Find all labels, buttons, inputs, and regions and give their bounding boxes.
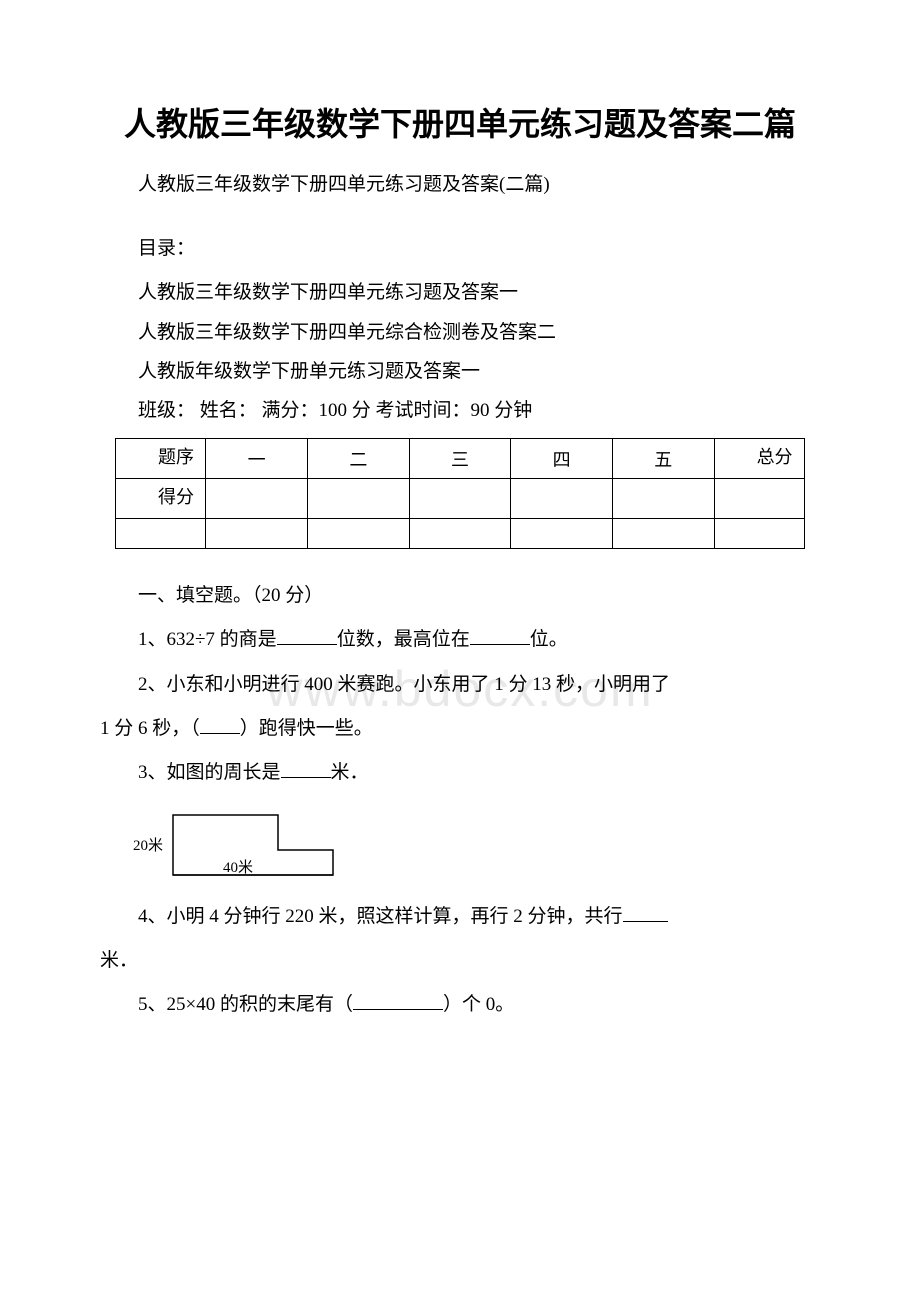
question-1: 1、632÷7 的商是位数，最高位在位。	[100, 623, 820, 657]
empty-cell	[612, 519, 714, 549]
blank-fill	[623, 903, 668, 922]
question-5: 5、25×40 的积的末尾有（）个 0。	[100, 988, 820, 1022]
question-2-continue: 1 分 6 秒，（）跑得快一些。	[100, 712, 820, 746]
score-cell	[612, 479, 714, 519]
column-header: 一	[206, 439, 308, 479]
empty-cell	[511, 519, 613, 549]
blank-fill	[470, 626, 530, 645]
blank-fill	[353, 991, 443, 1010]
table-row: 题序 一 二 三 四 五 总分	[116, 439, 805, 479]
blank-fill	[200, 715, 240, 734]
question-4-continue: 米．	[100, 944, 820, 978]
toc-header: 目录：	[100, 232, 820, 266]
column-header: 五	[612, 439, 714, 479]
table-row: 得分	[116, 479, 805, 519]
section-header: 一、填空题。（20 分）	[100, 579, 820, 613]
score-cell	[511, 479, 613, 519]
blank-fill	[281, 759, 331, 778]
question-3: 3、如图的周长是米．	[100, 756, 820, 790]
question-4: 4、小明 4 分钟行 220 米，照这样计算，再行 2 分钟，共行	[100, 900, 820, 934]
row-label: 题序	[116, 439, 206, 479]
column-header: 四	[511, 439, 613, 479]
empty-cell	[308, 519, 410, 549]
empty-cell	[116, 519, 206, 549]
document-content: 人教版三年级数学下册四单元练习题及答案二篇 人教版三年级数学下册四单元练习题及答…	[100, 100, 820, 1023]
document-subtitle: 人教版三年级数学下册四单元练习题及答案(二篇)	[100, 168, 820, 202]
empty-cell	[206, 519, 308, 549]
toc-item-2: 人教版三年级数学下册四单元综合检测卷及答案二	[100, 316, 820, 350]
toc-item-3: 人教版年级数学下册单元练习题及答案一	[100, 355, 820, 389]
column-header: 三	[409, 439, 511, 479]
document-title: 人教版三年级数学下册四单元练习题及答案二篇	[100, 100, 820, 148]
empty-cell	[409, 519, 511, 549]
toc-item-1: 人教版三年级数学下册四单元练习题及答案一	[100, 276, 820, 310]
score-cell	[409, 479, 511, 519]
exam-info: 班级： 姓名： 满分：100 分 考试时间：90 分钟	[100, 394, 820, 428]
score-table: 题序 一 二 三 四 五 总分 得分	[115, 438, 805, 549]
column-header: 二	[308, 439, 410, 479]
score-cell	[308, 479, 410, 519]
table-row	[116, 519, 805, 549]
total-header: 总分	[714, 439, 804, 479]
score-cell	[714, 479, 804, 519]
empty-cell	[714, 519, 804, 549]
blank-fill	[277, 626, 337, 645]
height-label: 20米	[133, 837, 163, 854]
question-2: 2、小东和小明进行 400 米赛跑。小东用了 1 分 13 秒，小明用了	[100, 668, 820, 702]
perimeter-figure: 20米 40米	[128, 800, 338, 880]
row-label: 得分	[116, 479, 206, 519]
score-cell	[206, 479, 308, 519]
figure-q3: 20米 40米	[128, 800, 820, 885]
width-label: 40米	[223, 859, 253, 876]
